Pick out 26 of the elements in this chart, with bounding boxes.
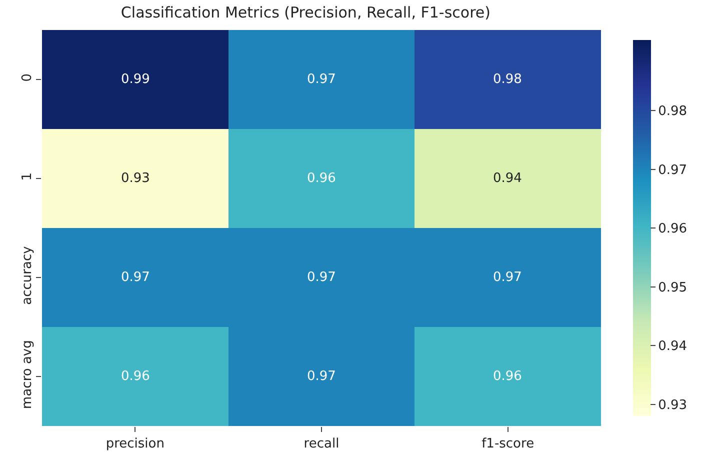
data-label: 0.97 <box>307 72 336 87</box>
data-label: 0.97 <box>493 270 522 285</box>
y-tick-label: 0 <box>20 73 35 82</box>
color-bar-label: 0.97 <box>658 162 688 178</box>
x-tick-label: recall <box>304 436 340 452</box>
y-tick-label: macro avg <box>20 340 35 409</box>
data-label: 0.96 <box>307 171 336 186</box>
data-label: 0.98 <box>493 72 522 87</box>
data-label: 0.96 <box>121 369 150 384</box>
y-tick-label: 1 <box>20 172 35 181</box>
x-tick-label: f1-score <box>482 436 534 452</box>
data-label: 0.97 <box>307 369 336 384</box>
data-label: 0.99 <box>121 72 150 87</box>
color-bar-label: 0.95 <box>658 280 688 296</box>
data-label: 0.96 <box>493 369 522 384</box>
data-label: 0.94 <box>493 171 522 186</box>
color-bar-label: 0.98 <box>658 104 688 120</box>
data-label: 0.93 <box>121 171 150 186</box>
data-label: 0.97 <box>121 270 150 285</box>
y-tick-label: accuracy <box>20 246 35 305</box>
data-label: 0.97 <box>307 270 336 285</box>
chart-title: Classification Metrics (Precision, Recall, F1-score) <box>120 3 491 22</box>
x-tick-label: precision <box>106 436 164 452</box>
color-bar-label: 0.93 <box>658 398 688 413</box>
color-bar-label: 0.96 <box>658 222 688 237</box>
color-bar-label: 0.94 <box>658 339 688 354</box>
